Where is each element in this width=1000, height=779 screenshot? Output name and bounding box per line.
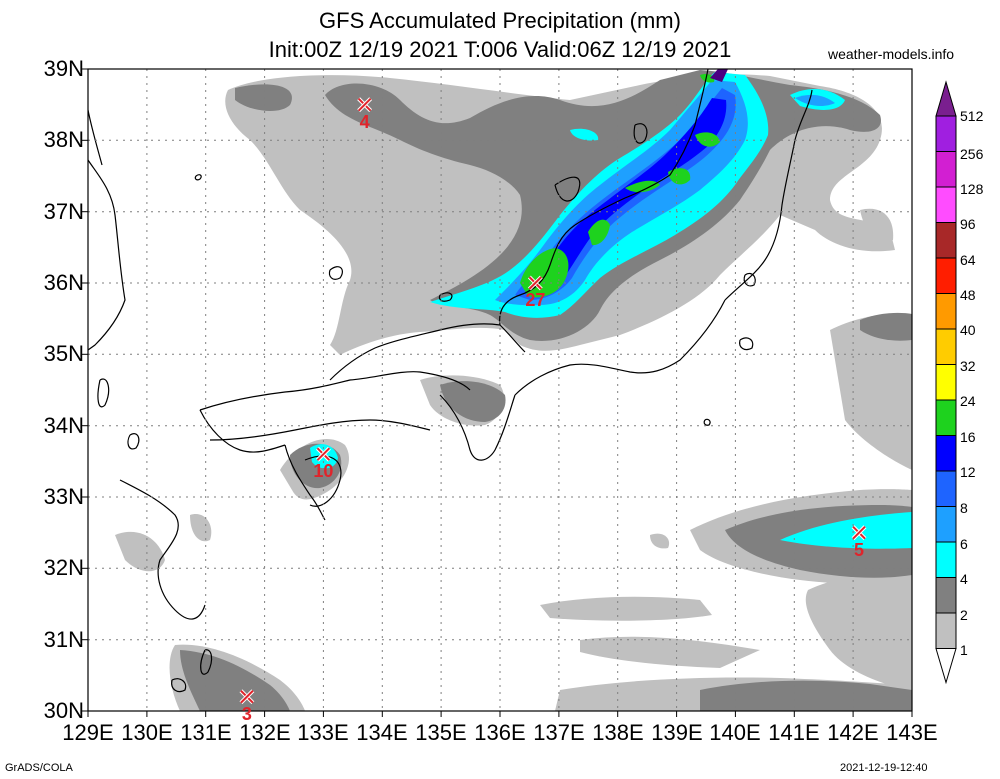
colorbar-swatch (935, 541, 957, 578)
marker-layer (239, 97, 867, 705)
lon-label: 129E (62, 720, 114, 745)
point-marker (239, 689, 255, 705)
lon-label: 139E (651, 720, 703, 745)
colorbar-swatch (935, 328, 957, 365)
colorbar-label: 64 (960, 252, 976, 268)
lon-label: 131E (180, 720, 232, 745)
colorbar-swatch (935, 399, 957, 436)
colorbar-label: 4 (960, 571, 968, 587)
colorbar-swatch (935, 257, 957, 294)
lat-lon-grid (88, 69, 912, 711)
colorbar-label: 24 (960, 393, 976, 409)
lon-label: 142E (827, 720, 879, 745)
timestamp: 2021-12-19-12:40 (840, 762, 928, 774)
colorbar-label: 2 (960, 607, 968, 623)
grads-credit: GrADS/COLA (5, 762, 73, 774)
colorbar-label: 256 (960, 146, 984, 162)
lon-label: 137E (533, 720, 585, 745)
colorbar-swatch (935, 293, 957, 330)
colorbar-label: 8 (960, 500, 968, 516)
colorbar-swatch (935, 470, 957, 507)
point-marker (316, 446, 331, 462)
colorbar (935, 80, 957, 685)
lon-label: 141E (768, 720, 820, 745)
colorbar-label: 40 (960, 322, 976, 338)
point-marker (357, 97, 373, 113)
axis-ticks (82, 68, 913, 717)
colorbar-label: 96 (960, 216, 976, 232)
colorbar-swatch (935, 364, 957, 401)
colorbar-swatch (935, 506, 957, 543)
colorbar-label: 48 (960, 287, 976, 303)
lon-label: 134E (356, 720, 408, 745)
lat-label: 34N (43, 413, 84, 438)
lat-label: 35N (43, 341, 84, 366)
lat-label: 37N (43, 199, 84, 224)
colorbar-label: 12 (960, 464, 976, 480)
map-title: GFS Accumulated Precipitation (mm) (319, 8, 681, 33)
marker-value: 27 (525, 290, 546, 310)
lat-label: 32N (43, 555, 84, 580)
marker-value: 3 (241, 703, 252, 724)
colorbar-swatch (935, 435, 957, 472)
lon-label: 138E (592, 720, 644, 745)
lat-label: 38N (43, 127, 84, 152)
lat-label: 36N (43, 270, 84, 295)
colorbar-swatch (935, 151, 957, 188)
colorbar-swatch (935, 612, 957, 649)
coastline-outlines (88, 69, 813, 693)
colorbar-bottom-arrow (935, 648, 957, 685)
colorbar-swatch (935, 186, 957, 223)
marker-value: 10 (313, 461, 334, 482)
point-marker (527, 275, 543, 291)
colorbar-swatch (935, 577, 957, 614)
marker-value: 5 (854, 539, 865, 560)
marker-value: 4 (359, 111, 370, 132)
colorbar-swatch (935, 115, 957, 152)
colorbar-label: 6 (960, 536, 968, 552)
point-marker (851, 525, 867, 541)
lat-label: 39N (43, 56, 84, 81)
lon-label: 133E (297, 720, 349, 745)
colorbar-label: 512 (960, 108, 984, 124)
lon-label: 136E (474, 720, 526, 745)
lat-label: 30N (43, 698, 84, 723)
precip-shading (115, 69, 912, 711)
lat-label: 31N (43, 627, 84, 652)
colorbar-top-arrow (935, 80, 957, 117)
colorbar-label: 1 (960, 642, 968, 658)
lon-label: 130E (121, 720, 173, 745)
map-subtitle: Init:00Z 12/19 2021 T:006 Valid:06Z 12/1… (268, 37, 732, 62)
lat-label: 33N (43, 484, 84, 509)
lon-label: 132E (239, 720, 291, 745)
colorbar-label: 128 (960, 181, 984, 197)
lon-label: 140E (709, 720, 761, 745)
site-credit: weather-models.info (828, 46, 955, 62)
lon-label: 135E (415, 720, 467, 745)
colorbar-swatch (935, 222, 957, 259)
lon-label: 143E (886, 720, 938, 745)
colorbar-label: 32 (960, 358, 976, 374)
colorbar-label: 16 (960, 429, 976, 445)
